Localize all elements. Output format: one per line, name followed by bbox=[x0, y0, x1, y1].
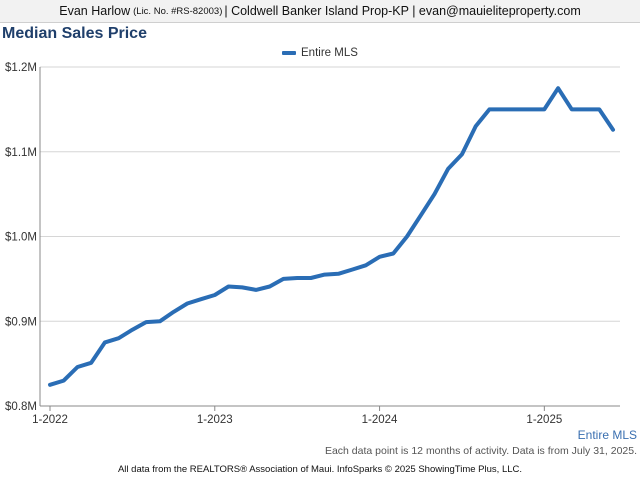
x-tick-label: 1-2022 bbox=[32, 414, 68, 426]
y-tick-label: $0.9M bbox=[5, 316, 37, 328]
agent-license: (Lic. No. #RS-82003) bbox=[133, 5, 223, 17]
y-tick-label: $0.8M bbox=[5, 401, 37, 413]
y-tick-label: $1.0M bbox=[5, 232, 37, 244]
legend-swatch bbox=[282, 51, 296, 55]
legend-label: Entire MLS bbox=[301, 47, 358, 59]
chart-legend[interactable]: Entire MLS bbox=[282, 47, 358, 59]
chart-title: Median Sales Price bbox=[2, 25, 147, 42]
x-tick-label: 1-2024 bbox=[362, 414, 398, 426]
y-tick-label: $1.1M bbox=[5, 147, 37, 159]
data-note: Each data point is 12 months of activity… bbox=[324, 445, 637, 457]
series-line-entire-mls bbox=[48, 86, 615, 387]
x-tick-label: 1-2025 bbox=[526, 414, 562, 426]
agent-header: Evan Harlow (Lic. No. #RS-82003) | Coldw… bbox=[0, 0, 640, 23]
agent-details: | Coldwell Banker Island Prop-KP | evan@… bbox=[224, 4, 581, 18]
agent-name: Evan Harlow bbox=[59, 4, 131, 18]
x-tick-label: 1-2023 bbox=[197, 414, 233, 426]
footer-credit: All data from the REALTORS® Association … bbox=[117, 464, 523, 475]
series-corner-label[interactable]: Entire MLS bbox=[577, 428, 637, 442]
y-tick-label: $1.2M bbox=[5, 62, 37, 74]
